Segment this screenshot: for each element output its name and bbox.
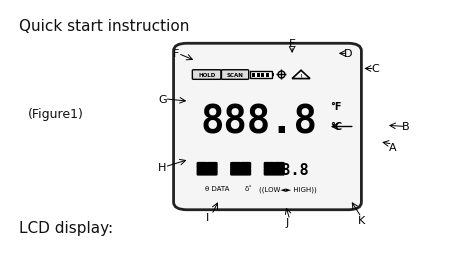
FancyBboxPatch shape bbox=[197, 163, 207, 169]
FancyBboxPatch shape bbox=[221, 70, 249, 80]
FancyBboxPatch shape bbox=[274, 163, 284, 169]
Text: B: B bbox=[402, 122, 410, 132]
FancyBboxPatch shape bbox=[266, 73, 269, 77]
Text: SCAN: SCAN bbox=[226, 73, 243, 78]
Text: K: K bbox=[358, 215, 365, 225]
FancyBboxPatch shape bbox=[264, 163, 274, 169]
FancyBboxPatch shape bbox=[274, 169, 284, 175]
Text: ((LOW◄► HIGH)): ((LOW◄► HIGH)) bbox=[259, 185, 316, 192]
FancyBboxPatch shape bbox=[231, 163, 241, 169]
Text: A: A bbox=[389, 142, 396, 152]
FancyBboxPatch shape bbox=[257, 73, 260, 77]
Text: I: I bbox=[206, 212, 209, 223]
FancyBboxPatch shape bbox=[251, 72, 272, 78]
Text: δ˚: δ˚ bbox=[245, 186, 253, 192]
Text: °F: °F bbox=[330, 102, 342, 112]
Text: (Figure1): (Figure1) bbox=[28, 108, 84, 121]
FancyBboxPatch shape bbox=[241, 163, 251, 169]
Text: E: E bbox=[288, 39, 296, 49]
FancyBboxPatch shape bbox=[261, 73, 264, 77]
Text: C: C bbox=[371, 64, 379, 74]
FancyBboxPatch shape bbox=[241, 169, 251, 175]
Text: HOLD: HOLD bbox=[198, 73, 215, 78]
FancyBboxPatch shape bbox=[192, 70, 221, 80]
Text: θ DATA: θ DATA bbox=[205, 186, 229, 192]
FancyBboxPatch shape bbox=[207, 163, 217, 169]
FancyBboxPatch shape bbox=[272, 73, 274, 76]
Text: !: ! bbox=[300, 73, 302, 79]
Text: J: J bbox=[286, 217, 289, 227]
Text: 888.8: 888.8 bbox=[200, 103, 317, 141]
FancyBboxPatch shape bbox=[174, 44, 361, 210]
Text: F: F bbox=[173, 49, 179, 59]
Text: 888.8: 888.8 bbox=[262, 162, 308, 177]
FancyBboxPatch shape bbox=[252, 73, 256, 77]
FancyBboxPatch shape bbox=[264, 169, 274, 175]
FancyBboxPatch shape bbox=[207, 169, 217, 175]
FancyBboxPatch shape bbox=[231, 169, 241, 175]
Text: H: H bbox=[158, 162, 166, 172]
Text: °C: °C bbox=[330, 122, 342, 132]
Text: G: G bbox=[158, 94, 166, 104]
Text: Quick start instruction: Quick start instruction bbox=[19, 19, 189, 34]
Text: D: D bbox=[344, 49, 352, 59]
FancyBboxPatch shape bbox=[197, 169, 207, 175]
Text: LCD display:: LCD display: bbox=[19, 220, 113, 235]
